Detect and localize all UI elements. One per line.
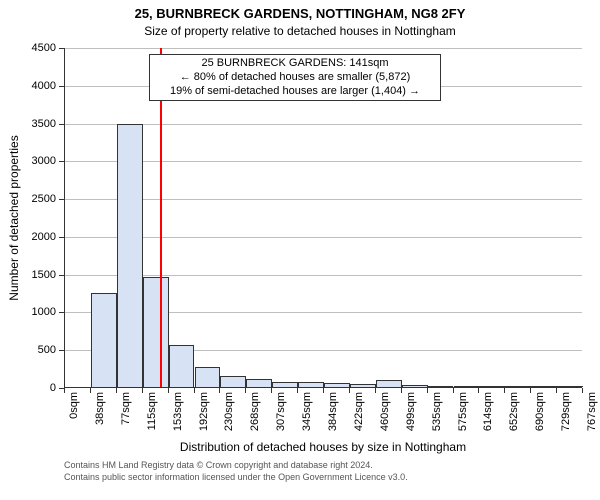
y-tick-label: 0 [0,382,56,394]
x-tick-mark [245,388,246,393]
property-size-histogram: 25, BURNBRECK GARDENS, NOTTINGHAM, NG8 2… [0,0,600,500]
x-tick-label: 345sqm [301,392,313,436]
footer-line-2: Contains public sector information licen… [64,472,408,482]
histogram-bar [376,380,402,387]
x-tick-label: 230sqm [223,392,235,436]
x-tick-mark [582,388,583,393]
x-tick-label: 38sqm [94,392,106,436]
chart-title-main: 25, BURNBRECK GARDENS, NOTTINGHAM, NG8 2… [0,6,600,21]
y-tick-mark [59,350,64,351]
histogram-bar [505,386,531,387]
x-tick-mark [90,388,91,393]
histogram-bar [272,382,298,387]
y-tick-mark [59,275,64,276]
histogram-bar [402,385,428,387]
y-tick-mark [59,86,64,87]
x-tick-mark [504,388,505,393]
y-tick-mark [59,312,64,313]
histogram-bar [169,345,195,387]
x-tick-mark [401,388,402,393]
histogram-bar [117,124,143,387]
y-tick-mark [59,199,64,200]
x-tick-label: 575sqm [457,392,469,436]
chart-title-sub: Size of property relative to detached ho… [0,24,600,38]
histogram-bar [428,386,454,388]
x-tick-mark [349,388,350,393]
x-tick-label: 115sqm [146,392,158,436]
y-tick-mark [59,237,64,238]
x-tick-label: 767sqm [586,392,598,436]
x-tick-mark [219,388,220,393]
histogram-bar [246,379,272,387]
x-tick-label: 614sqm [482,392,494,436]
x-tick-mark [530,388,531,393]
histogram-bar [531,386,557,387]
x-tick-mark [64,388,65,393]
histogram-bar [298,382,324,387]
histogram-bar [454,386,480,387]
histogram-bar [91,293,117,387]
x-tick-label: 422sqm [353,392,365,436]
y-tick-label: 4000 [0,80,56,92]
x-tick-label: 652sqm [508,392,520,436]
x-tick-label: 460sqm [379,392,391,436]
y-tick-label: 500 [0,344,56,356]
grid-line [65,48,582,49]
y-tick-label: 3500 [0,118,56,130]
x-tick-mark [478,388,479,393]
x-tick-label: 307sqm [275,392,287,436]
x-tick-mark [297,388,298,393]
x-tick-label: 499sqm [405,392,417,436]
histogram-bar [220,376,246,387]
x-tick-mark [142,388,143,393]
x-tick-label: 192sqm [198,392,210,436]
histogram-bar [557,386,583,387]
x-tick-label: 729sqm [560,392,572,436]
x-tick-mark [375,388,376,393]
y-tick-mark [59,124,64,125]
y-tick-mark [59,48,64,49]
x-tick-mark [271,388,272,393]
histogram-bar [479,386,505,387]
x-tick-label: 77sqm [120,392,132,436]
annotation-box: 25 BURNBRECK GARDENS: 141sqm← 80% of det… [149,54,441,101]
y-tick-label: 2500 [0,193,56,205]
annotation-line: ← 80% of detached houses are smaller (5,… [156,71,434,85]
x-tick-label: 0sqm [68,392,80,436]
x-axis-label: Distribution of detached houses by size … [64,440,582,454]
annotation-line: 19% of semi-detached houses are larger (… [156,85,434,99]
plot-area: 25 BURNBRECK GARDENS: 141sqm← 80% of det… [64,48,582,388]
y-tick-label: 3000 [0,155,56,167]
histogram-bar [195,367,221,387]
x-tick-mark [556,388,557,393]
y-tick-mark [59,161,64,162]
histogram-bar [324,383,350,387]
footer-line-1: Contains HM Land Registry data © Crown c… [64,460,373,470]
x-tick-label: 535sqm [431,392,443,436]
x-tick-mark [323,388,324,393]
annotation-line: 25 BURNBRECK GARDENS: 141sqm [156,57,434,71]
histogram-bar [350,384,376,387]
y-tick-label: 1500 [0,269,56,281]
y-tick-label: 2000 [0,231,56,243]
x-tick-mark [168,388,169,393]
x-tick-mark [194,388,195,393]
x-tick-mark [453,388,454,393]
x-tick-label: 268sqm [249,392,261,436]
x-tick-mark [427,388,428,393]
x-tick-label: 384sqm [327,392,339,436]
y-tick-label: 1000 [0,306,56,318]
x-tick-label: 153sqm [172,392,184,436]
x-tick-label: 690sqm [534,392,546,436]
y-tick-label: 4500 [0,42,56,54]
x-tick-mark [116,388,117,393]
histogram-bar [143,277,169,387]
